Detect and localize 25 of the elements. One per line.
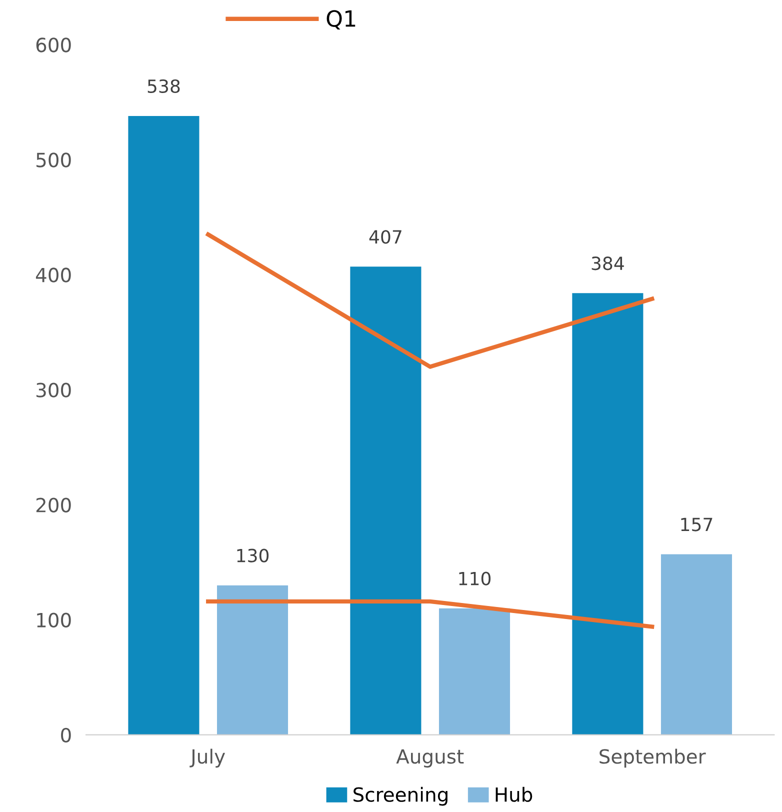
bar xyxy=(216,585,288,735)
y-tick-label: 200 xyxy=(36,498,71,512)
x-tick-label: September xyxy=(600,748,706,768)
data-label: 110 xyxy=(459,572,491,586)
y-tick-label: 100 xyxy=(37,612,71,628)
bar xyxy=(350,266,422,735)
y-tick-label: 400 xyxy=(36,268,71,282)
y-tick-label: 500 xyxy=(36,152,71,168)
y-tick-label: 600 xyxy=(36,38,71,52)
bar xyxy=(572,293,644,735)
bar xyxy=(128,116,200,735)
x-tick-label: August xyxy=(396,749,464,768)
x-tick-label: July xyxy=(190,748,226,768)
data-label: 130 xyxy=(237,548,269,562)
data-label: 384 xyxy=(592,256,624,270)
y-tick-label: 300 xyxy=(36,382,71,398)
data-label: 157 xyxy=(681,518,712,532)
data-label: 407 xyxy=(369,230,402,244)
bar xyxy=(660,554,732,735)
legend-label: Q1 xyxy=(326,10,356,30)
y-tick-label: 0 xyxy=(61,728,71,743)
legend-label: Screening xyxy=(354,786,448,806)
data-label: 538 xyxy=(148,79,180,94)
legend-label: Hub xyxy=(496,786,532,802)
bar xyxy=(438,608,510,735)
